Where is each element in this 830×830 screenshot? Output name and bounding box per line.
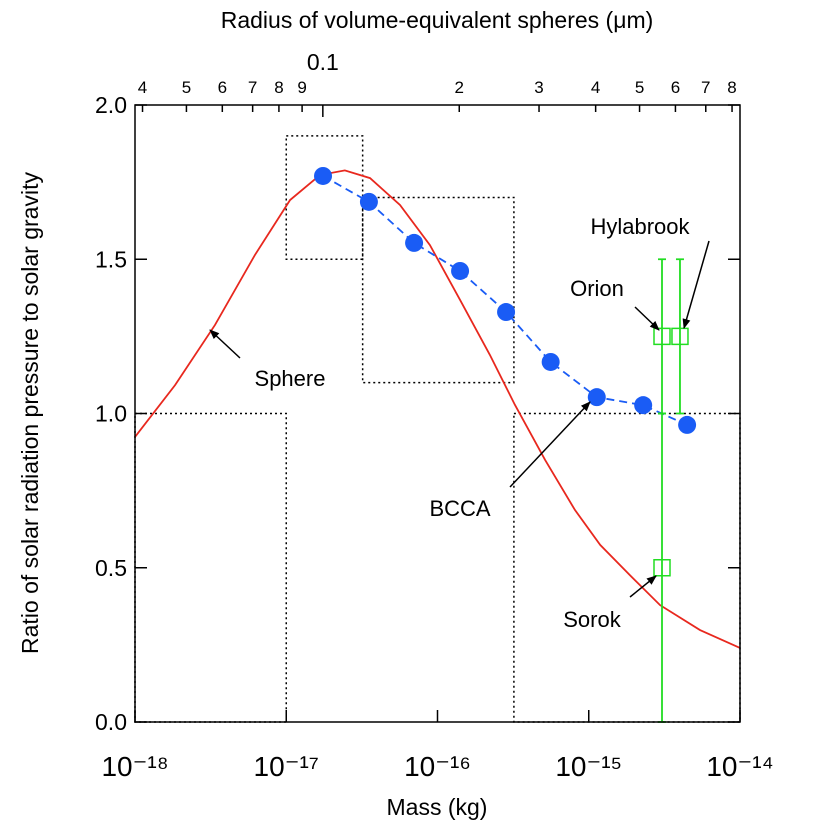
sphere-curve bbox=[134, 169, 741, 649]
y-tick-label: 1.5 bbox=[95, 246, 127, 272]
bcca-point bbox=[314, 166, 333, 185]
x-axis-title: Mass (kg) bbox=[387, 794, 488, 820]
regime-box bbox=[361, 196, 515, 384]
regime-box bbox=[513, 412, 741, 723]
bcca-point bbox=[587, 388, 606, 407]
top-tick-label: 7 bbox=[248, 78, 257, 97]
regime-box bbox=[134, 412, 287, 723]
top-tick-label: 4 bbox=[138, 78, 147, 97]
annotation-arrow bbox=[682, 240, 710, 329]
bcca-point bbox=[405, 233, 424, 252]
x-tick-label: 10⁻¹⁵ bbox=[555, 751, 622, 782]
y-tick-label: 1.0 bbox=[95, 401, 127, 427]
y-tick-label: 0.5 bbox=[95, 555, 127, 581]
error-bar bbox=[658, 258, 666, 415]
top-tick-label: 4 bbox=[591, 78, 600, 97]
bcca-point bbox=[678, 415, 697, 434]
top-tick-label: 6 bbox=[671, 78, 680, 97]
annotation-arrow bbox=[209, 329, 241, 359]
top-tick-label: 3 bbox=[534, 78, 543, 97]
x-tick-label: 10⁻¹⁴ bbox=[706, 751, 773, 782]
y-axis-title: Ratio of solar radiation pressure to sol… bbox=[17, 172, 43, 654]
x-tick-label: 10⁻¹⁷ bbox=[254, 751, 319, 782]
top-tick-label: 7 bbox=[701, 78, 710, 97]
annotation-arrow bbox=[509, 401, 591, 488]
top-tick-label: 2 bbox=[455, 78, 464, 97]
top-axis-title: Radius of volume-equivalent spheres (μm) bbox=[221, 7, 654, 33]
measurement-marker bbox=[653, 327, 671, 346]
bcca-point bbox=[359, 192, 378, 211]
annotation-arrow bbox=[629, 575, 657, 598]
annotation-label: Orion bbox=[570, 276, 624, 301]
bcca-point bbox=[451, 261, 470, 280]
y-tick-label: 2.0 bbox=[95, 92, 127, 118]
annotation-arrow bbox=[634, 306, 660, 331]
annotation-label: Sphere bbox=[255, 366, 326, 391]
measurement-marker bbox=[653, 559, 671, 577]
x-tick-label: 10⁻¹⁸ bbox=[101, 751, 168, 782]
y-tick-label: 0.0 bbox=[95, 709, 127, 735]
annotation-label: Hylabrook bbox=[590, 214, 690, 239]
top-tick-label: 9 bbox=[297, 78, 306, 97]
top-tick-label: 0.1 bbox=[307, 49, 339, 75]
top-tick-label: 8 bbox=[727, 78, 736, 97]
regime-box bbox=[285, 135, 364, 261]
bcca-point bbox=[541, 352, 560, 371]
x-tick-label: 10⁻¹⁶ bbox=[404, 751, 471, 782]
top-tick-label: 5 bbox=[182, 78, 191, 97]
top-tick-label: 8 bbox=[274, 78, 283, 97]
top-tick-label: 5 bbox=[635, 78, 644, 97]
measurement-marker bbox=[671, 327, 689, 346]
bcca-point bbox=[634, 396, 653, 415]
annotation-label: BCCA bbox=[429, 496, 490, 521]
error-bar bbox=[675, 258, 684, 415]
error-bar bbox=[658, 412, 666, 723]
annotation-label: Sorok bbox=[563, 607, 621, 632]
top-tick-label: 6 bbox=[218, 78, 227, 97]
bcca-point bbox=[497, 303, 516, 322]
